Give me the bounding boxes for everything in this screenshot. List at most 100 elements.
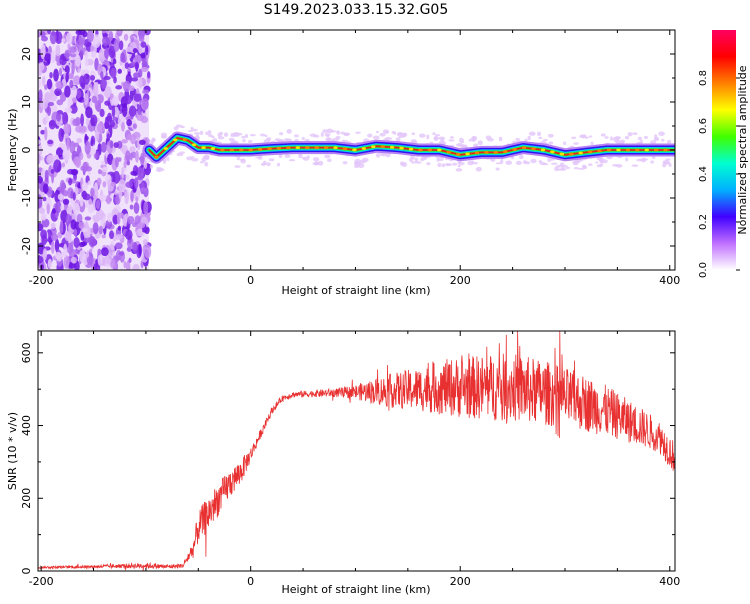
noise-blob bbox=[111, 105, 116, 118]
noise-blob bbox=[107, 212, 112, 223]
spectrogram-heatmap bbox=[38, 30, 675, 270]
spectral-scatter bbox=[312, 157, 320, 162]
noise-blob bbox=[55, 201, 62, 214]
trace-highlight bbox=[455, 152, 461, 156]
noise-blob bbox=[125, 174, 130, 180]
trace-highlight bbox=[418, 148, 423, 152]
noise-blob bbox=[136, 114, 145, 122]
spectral-scatter bbox=[199, 130, 204, 136]
spectral-scatter bbox=[650, 140, 657, 144]
noise-blob bbox=[100, 141, 107, 153]
spectral-scatter bbox=[604, 136, 609, 139]
noise-blob bbox=[47, 258, 53, 269]
spectral-scatter bbox=[190, 126, 194, 130]
noise-blob bbox=[60, 143, 67, 151]
spectral-scatter bbox=[324, 133, 331, 137]
noise-blob bbox=[63, 123, 71, 135]
trace-highlight bbox=[361, 147, 367, 150]
noise-blob bbox=[142, 238, 148, 246]
snr-frame bbox=[37, 330, 676, 572]
noise-blob bbox=[79, 125, 87, 133]
y-tick-label: 600 bbox=[20, 342, 33, 363]
spectral-scatter bbox=[631, 164, 639, 167]
spectral-scatter bbox=[232, 140, 236, 145]
noise-blob bbox=[134, 54, 142, 64]
spectral-scatter bbox=[505, 160, 513, 165]
spectral-scatter bbox=[382, 129, 390, 134]
noise-blob bbox=[70, 256, 77, 264]
spectral-scatter bbox=[452, 162, 458, 166]
noise-blob bbox=[142, 97, 149, 110]
spectral-scatter bbox=[495, 167, 500, 171]
trace-highlight bbox=[446, 150, 451, 154]
spectral-scatter bbox=[160, 132, 168, 137]
noise-blob bbox=[127, 216, 135, 225]
spectral-scatter bbox=[457, 164, 461, 168]
noise-blob bbox=[86, 30, 95, 43]
noise-blob bbox=[127, 71, 131, 76]
noise-blob bbox=[41, 234, 48, 245]
trace-highlight bbox=[427, 148, 433, 152]
noise-blob bbox=[69, 79, 74, 89]
spectral-scatter bbox=[426, 134, 430, 140]
trace-highlight bbox=[239, 148, 244, 152]
spectral-scatter bbox=[600, 159, 608, 164]
noise-blob bbox=[53, 68, 59, 82]
spectral-scatter bbox=[599, 163, 604, 166]
spectral-scatter bbox=[571, 136, 577, 140]
trace-highlight bbox=[653, 148, 659, 152]
noise-blob bbox=[106, 133, 110, 142]
spectral-scatter bbox=[470, 160, 475, 164]
y-tick-label: 0 bbox=[20, 568, 33, 575]
spectral-scatter bbox=[522, 160, 528, 164]
spectral-scatter bbox=[434, 134, 441, 137]
noise-blob bbox=[125, 150, 131, 162]
spectral-scatter bbox=[550, 158, 555, 161]
noise-blob bbox=[117, 68, 122, 74]
noise-blob bbox=[41, 212, 47, 221]
spectral-scatter bbox=[595, 161, 599, 164]
noise-blob bbox=[138, 77, 143, 89]
noise-blob bbox=[48, 119, 56, 130]
noise-blob bbox=[46, 78, 53, 90]
trace-highlight bbox=[257, 147, 263, 151]
spectral-scatter bbox=[500, 159, 504, 164]
noise-blob bbox=[60, 204, 65, 211]
y-tick-label: -10 bbox=[20, 189, 33, 207]
noise-blob bbox=[40, 129, 46, 135]
noise-blob bbox=[139, 187, 147, 192]
trace-highlight bbox=[531, 147, 536, 151]
noise-blob bbox=[55, 81, 62, 89]
noise-blob bbox=[72, 118, 80, 127]
noise-blob bbox=[50, 240, 55, 254]
snr-series-line bbox=[38, 331, 675, 571]
noise-blob bbox=[110, 181, 116, 187]
noise-blob bbox=[80, 231, 85, 241]
spectral-scatter bbox=[441, 141, 447, 145]
noise-blob bbox=[128, 85, 135, 92]
noise-blob bbox=[111, 96, 120, 106]
noise-blob bbox=[46, 203, 50, 215]
noise-blob bbox=[101, 30, 110, 34]
spectral-scatter bbox=[276, 139, 284, 143]
noise-blob bbox=[73, 75, 81, 86]
noise-blob bbox=[97, 254, 103, 267]
spectral-scatter bbox=[414, 157, 419, 162]
noise-blob bbox=[140, 260, 144, 269]
trace-highlight bbox=[408, 147, 414, 151]
noise-blob bbox=[59, 179, 66, 194]
noise-blob bbox=[98, 194, 107, 202]
noise-blob bbox=[129, 146, 136, 153]
spectral-scatter bbox=[236, 156, 240, 161]
noise-blob bbox=[128, 257, 132, 263]
noise-blob bbox=[65, 32, 73, 45]
spectral-scatter bbox=[155, 168, 162, 173]
noise-blob bbox=[50, 50, 56, 64]
trace-highlight bbox=[493, 151, 499, 154]
noise-blob bbox=[118, 251, 125, 256]
noise-blob bbox=[104, 47, 110, 60]
spectral-scatter bbox=[294, 134, 299, 138]
noise-blob bbox=[38, 30, 41, 38]
spectral-scatter bbox=[230, 134, 236, 138]
noise-blob bbox=[89, 101, 93, 108]
